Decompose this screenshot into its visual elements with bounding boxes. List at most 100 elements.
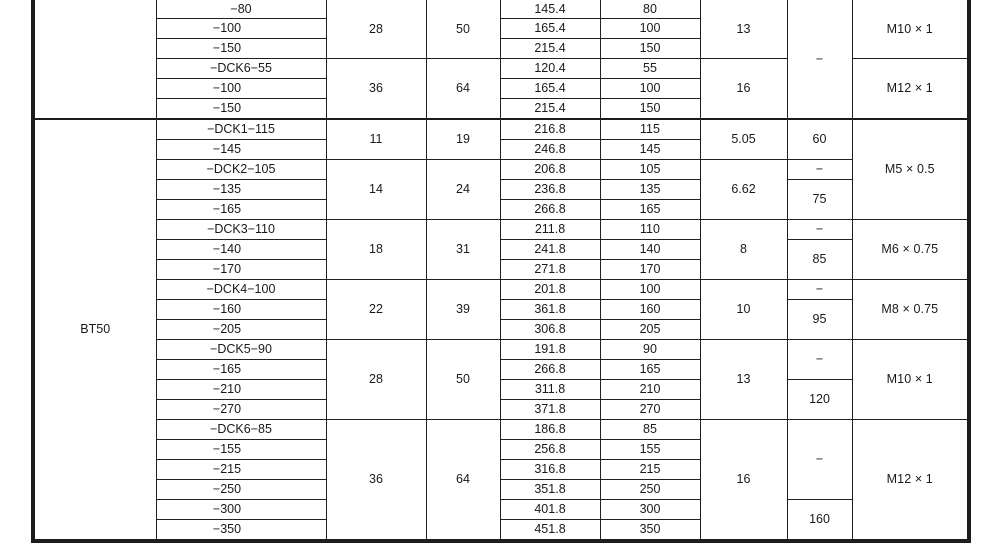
cell-l2-r12: 110 (599, 219, 701, 240)
specification-table: −80 28 50 145.4 80 13 − M10 × 1 −100 165… (31, 0, 971, 543)
cell-l1-r24: 316.8 (499, 459, 601, 480)
cell-l1-r09: 206.8 (499, 159, 601, 180)
cell-l2-r22: 85 (599, 419, 701, 440)
cell-part-r25: −250 (155, 479, 327, 500)
table-row: −210 311.8 210 120 (33, 379, 969, 420)
cell-t-r18: 13 (699, 339, 788, 420)
table-row: −100 165.4 100 (33, 18, 969, 39)
table-row: −DCK6−55 36 64 120.4 55 16 M12 × 1 (33, 58, 970, 120)
cell-l2-r18: 90 (599, 339, 701, 360)
cell-l2-r13: 140 (599, 239, 701, 260)
cell-l1-r18: 191.8 (499, 339, 601, 360)
table-row: −300 401.8 300 160 (33, 499, 969, 542)
table-row: −80 28 50 145.4 80 13 − M10 × 1 (32, 0, 970, 120)
cell-l2-r04: 55 (599, 58, 701, 79)
cell-thread-r07: M5 × 0.5 (851, 118, 970, 220)
cell-l1-r14: 271.8 (499, 259, 601, 280)
cell-part-r15: −DCK4−100 (155, 279, 327, 300)
cell-l2-r05: 100 (599, 78, 701, 99)
cell-thread-r18: M10 × 1 (851, 339, 970, 420)
table-row: −DCK3−110 18 31 211.8 110 8 − M6 × 0.75 (33, 219, 970, 280)
cell-l2-r06: 150 (599, 98, 701, 120)
cell-max-r15: − (786, 279, 853, 300)
cell-l1-r05: 165.4 (499, 78, 601, 99)
cell-l1-r02: 165.4 (499, 18, 601, 39)
cell-max-r22: − (786, 419, 853, 500)
cell-part-r02: −100 (155, 18, 327, 39)
cell-l1-r22: 186.8 (499, 419, 601, 440)
cell-l2-r02: 100 (599, 18, 701, 39)
cell-l1-r12: 211.8 (499, 219, 601, 240)
cell-l1-r19: 266.8 (499, 359, 601, 380)
table-row: −250 351.8 250 (33, 479, 969, 500)
cell-l1-r25: 351.8 (499, 479, 601, 500)
cell-d2-r12: 31 (425, 219, 501, 280)
cell-t-r07: 5.05 (699, 118, 788, 160)
cell-l2-r03: 150 (599, 38, 701, 59)
table-row: BT50 −DCK1−115 11 19 216.8 115 5.05 60 M… (32, 118, 970, 542)
cell-d2-r09: 24 (425, 159, 501, 220)
cell-l1-r11: 266.8 (499, 199, 601, 220)
cell-max-r13: 85 (786, 239, 853, 280)
cell-d1-r07: 11 (325, 118, 427, 160)
cell-l2-r10: 135 (599, 179, 701, 200)
cell-max-r26: 160 (786, 499, 853, 542)
cell-l2-r27: 350 (599, 519, 701, 542)
cell-l1-r26: 401.8 (499, 499, 601, 520)
cell-t-r01: 13 (699, 0, 788, 59)
cell-part-r17: −205 (155, 319, 327, 340)
cell-l2-r17: 205 (599, 319, 701, 340)
cell-part-r10: −135 (155, 179, 327, 200)
cell-d2-r07: 19 (425, 118, 501, 160)
cell-l2-r14: 170 (599, 259, 701, 280)
cell-l1-r06: 215.4 (499, 98, 601, 120)
cell-part-r09: −DCK2−105 (155, 159, 327, 180)
cell-d2-r01: 50 (425, 0, 501, 59)
cell-thread-r22: M12 × 1 (851, 419, 970, 542)
cell-part-r19: −165 (155, 359, 327, 380)
cell-t-r12: 8 (699, 219, 788, 280)
cell-l1-r08: 246.8 (499, 139, 601, 160)
cell-l2-r24: 215 (599, 459, 701, 480)
cell-thread-r12: M6 × 0.75 (851, 219, 970, 280)
cell-l1-r27: 451.8 (499, 519, 601, 542)
cell-part-r16: −160 (155, 299, 327, 320)
cell-part-r27: −350 (155, 519, 327, 542)
table-row: −DCK2−105 14 24 206.8 105 6.62 − (33, 159, 969, 220)
specification-table-container: −80 28 50 145.4 80 13 − M10 × 1 −100 165… (31, 0, 971, 543)
cell-part-r12: −DCK3−110 (155, 219, 327, 240)
table-row: −145 246.8 145 (33, 139, 969, 160)
cell-l1-r01: 145.4 (499, 0, 601, 19)
cell-l2-r16: 160 (599, 299, 701, 320)
table-row: −DCK4−100 22 39 201.8 100 10 − M8 × 0.75 (33, 279, 970, 340)
cell-part-r23: −155 (155, 439, 327, 460)
cell-l2-r07: 115 (599, 118, 701, 140)
cell-t-r09: 6.62 (699, 159, 788, 220)
cell-max-r18: − (786, 339, 853, 380)
cell-part-r22: −DCK6−85 (155, 419, 327, 440)
cell-d2-r04: 64 (425, 58, 501, 120)
cell-model-top (32, 0, 157, 120)
cell-part-r06: −150 (155, 98, 327, 120)
table-row: −205 306.8 205 (33, 319, 969, 340)
cell-l2-r11: 165 (599, 199, 701, 220)
cell-part-r18: −DCK5−90 (155, 339, 327, 360)
cell-t-r22: 16 (699, 419, 788, 542)
cell-l1-r13: 241.8 (499, 239, 601, 260)
cell-part-r24: −215 (155, 459, 327, 480)
cell-l1-r20: 311.8 (499, 379, 601, 400)
cell-l2-r21: 270 (599, 399, 701, 420)
table-row: −270 371.8 270 (33, 399, 969, 420)
cell-part-r03: −150 (155, 38, 327, 59)
cell-l2-r19: 165 (599, 359, 701, 380)
table-row: −150 215.4 150 (33, 98, 969, 120)
cell-max-top: − (786, 0, 853, 120)
cell-d2-r15: 39 (425, 279, 501, 340)
cell-thread-r04: M12 × 1 (851, 58, 970, 120)
cell-d2-r22: 64 (425, 419, 501, 542)
cell-l2-r15: 100 (599, 279, 701, 300)
cell-d1-r12: 18 (325, 219, 427, 280)
table-row: −140 241.8 140 85 (33, 239, 969, 280)
cell-d1-r22: 36 (325, 419, 427, 542)
cell-d1-r18: 28 (325, 339, 427, 420)
